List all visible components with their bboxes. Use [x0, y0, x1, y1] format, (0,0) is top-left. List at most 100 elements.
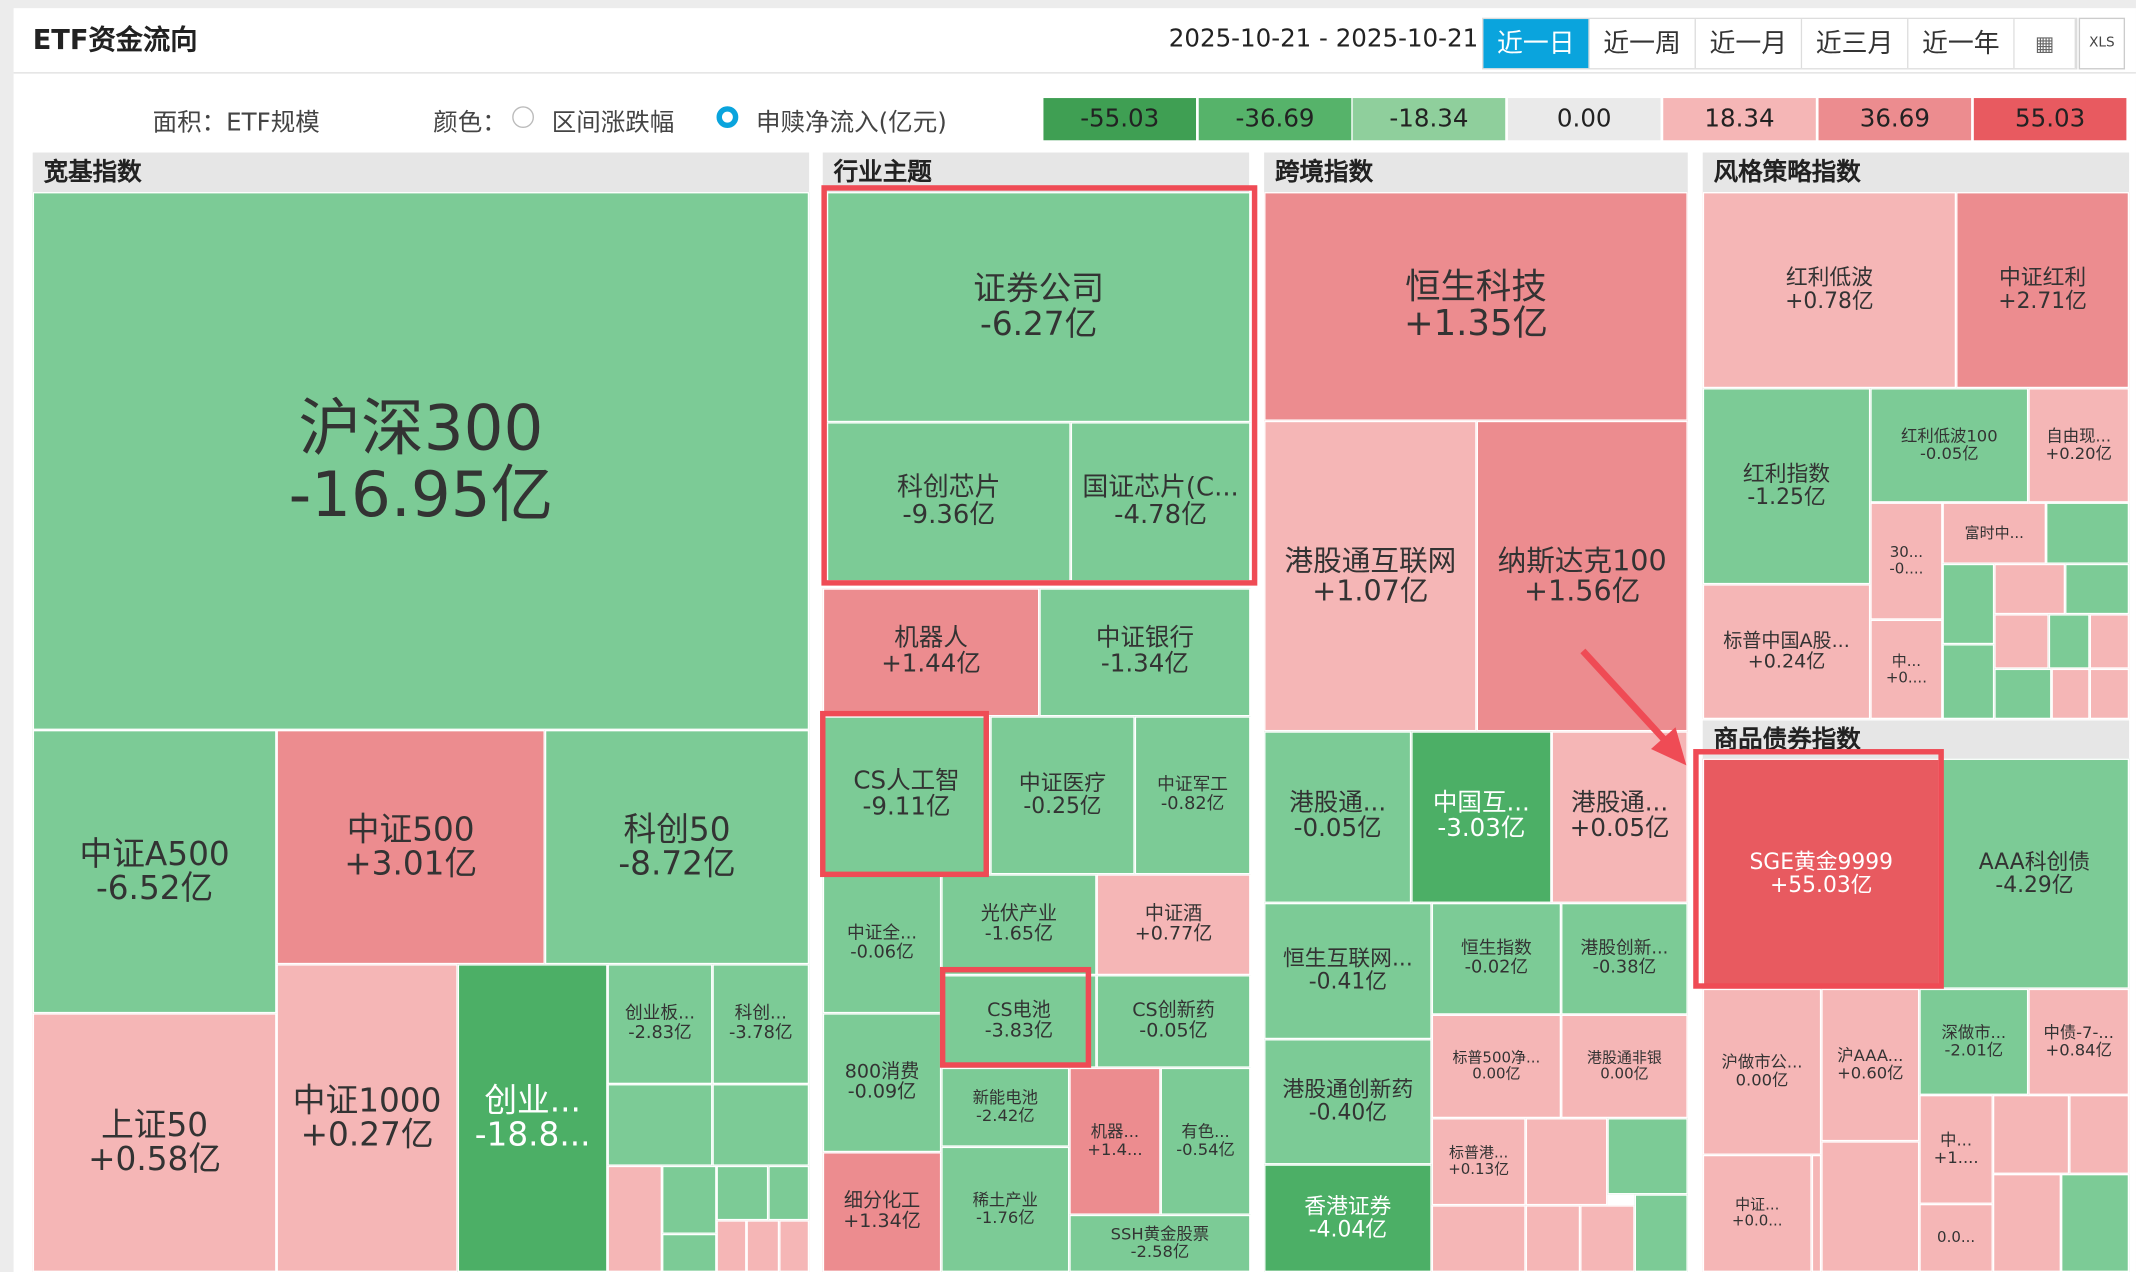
treemap-cell[interactable]: 恒生指数 -0.02亿	[1431, 902, 1562, 1015]
treemap-cell[interactable]: 标普500净... 0.00亿	[1431, 1014, 1562, 1119]
treemap-cell-small[interactable]	[1994, 614, 2049, 669]
treemap-cell[interactable]: 中证A500 -6.52亿	[32, 729, 277, 1014]
tab-1w[interactable]: 近一周	[1589, 19, 1696, 69]
treemap-cell-small[interactable]	[662, 1233, 717, 1272]
treemap-cell[interactable]: 创业板... -2.83亿	[607, 964, 713, 1085]
treemap-cell[interactable]: 中证医疗 -0.25亿	[990, 716, 1135, 875]
treemap-cell[interactable]: 深做市... -2.01亿	[1919, 988, 2029, 1095]
treemap-cell-small[interactable]	[779, 1220, 810, 1272]
treemap-cell[interactable]: 自由现... +0.20亿	[2028, 388, 2130, 503]
treemap-cell-small[interactable]	[2051, 668, 2090, 720]
treemap-cell-small[interactable]	[607, 1084, 713, 1166]
treemap-cell[interactable]: 证券公司 -6.27亿	[826, 192, 1251, 423]
treemap-cell[interactable]: 30... -0....	[1870, 502, 1943, 620]
treemap-cell[interactable]: SGE黄金9999 +55.03亿	[1702, 758, 1940, 989]
treemap-cell[interactable]: 港股通... -0.05亿	[1264, 731, 1412, 903]
treemap-cell[interactable]: CS电池 -3.83亿	[941, 975, 1097, 1068]
treemap-cell[interactable]: 港股通互联网 +1.07亿	[1264, 420, 1477, 732]
treemap-cell[interactable]: 红利指数 -1.25亿	[1702, 388, 1871, 585]
treemap-cell[interactable]: CS创新药 -0.05亿	[1096, 975, 1251, 1068]
treemap-cell-small[interactable]	[1811, 1154, 1822, 1272]
radio-change-pct-label[interactable]: 区间涨跌幅	[551, 108, 675, 138]
treemap-cell[interactable]: 中证500 +3.01亿	[276, 729, 545, 965]
tab-3m[interactable]: 近三月	[1802, 19, 1909, 69]
treemap-cell[interactable]: 中债-7-... +0.84亿	[2028, 988, 2130, 1095]
treemap-cell[interactable]: 香港证券 -4.04亿	[1264, 1164, 1432, 1272]
treemap-cell[interactable]: 光伏产业 -1.65亿	[941, 874, 1097, 976]
treemap-cell[interactable]: 科创50 -8.72亿	[544, 729, 810, 965]
tab-1y[interactable]: 近一年	[1908, 19, 2015, 69]
treemap-cell-small[interactable]	[1821, 1141, 1920, 1272]
treemap-cell-small[interactable]	[746, 1220, 780, 1272]
treemap-cell[interactable]: 新能电池 -2.42亿	[941, 1067, 1070, 1147]
treemap-cell[interactable]: 0.0...	[1919, 1203, 1993, 1272]
treemap-cell[interactable]: 红利低波 +0.78亿	[1702, 192, 1957, 389]
treemap-cell-small[interactable]	[712, 1084, 810, 1166]
date-range[interactable]: 2025-10-21 - 2025-10-21	[1168, 24, 1479, 54]
radio-change-pct[interactable]	[512, 106, 534, 129]
treemap-cell-small[interactable]	[1580, 1205, 1635, 1272]
treemap-cell[interactable]: 中证红利 +2.71亿	[1956, 192, 2130, 389]
treemap-cell-small[interactable]	[1607, 1118, 1688, 1195]
treemap-cell[interactable]: 中证银行 -1.34亿	[1039, 588, 1251, 717]
treemap-cell-small[interactable]	[2065, 563, 2130, 615]
treemap-cell-small[interactable]	[1525, 1205, 1581, 1272]
export-xls-icon[interactable]: XLS	[2078, 17, 2126, 70]
treemap-cell-small[interactable]	[1634, 1194, 1688, 1272]
treemap-cell[interactable]: 中证... +0.0...	[1702, 1154, 1812, 1272]
treemap-cell[interactable]: AAA科创债 -4.29亿	[1939, 758, 2130, 989]
treemap-cell[interactable]: 中国互... -3.03亿	[1411, 731, 1552, 903]
treemap-cell[interactable]: 机器人 +1.44亿	[822, 588, 1040, 717]
treemap-cell[interactable]: SSH黄金股票 -2.58亿	[1069, 1214, 1251, 1272]
treemap-cell-small[interactable]	[1992, 1094, 2070, 1174]
treemap-cell[interactable]: 800消费 -0.09亿	[822, 1013, 942, 1153]
treemap-cell[interactable]: 中证军工 -0.82亿	[1134, 716, 1251, 875]
treemap-cell[interactable]: 中... +0....	[1870, 619, 1943, 720]
treemap-cell[interactable]: 恒生科技 +1.35亿	[1264, 192, 1688, 421]
treemap-cell-small[interactable]	[1992, 1173, 2062, 1272]
treemap-cell-small[interactable]	[716, 1220, 747, 1272]
treemap-cell-small[interactable]	[662, 1165, 717, 1234]
treemap-cell[interactable]: 中证全... -0.06亿	[822, 874, 942, 1014]
treemap-cell[interactable]: 港股通非银 0.00亿	[1561, 1014, 1688, 1119]
treemap-cell-small[interactable]	[1942, 644, 1995, 720]
treemap-cell-small[interactable]	[2089, 668, 2130, 720]
treemap-cell[interactable]: 沪做市公... 0.00亿	[1702, 988, 1822, 1155]
treemap-cell-small[interactable]	[2046, 502, 2130, 564]
treemap-cell-small[interactable]	[1525, 1118, 1608, 1206]
treemap-cell[interactable]: 国证芯片(C... -4.78亿	[1070, 422, 1251, 582]
treemap-cell[interactable]: 稀土产业 -1.76亿	[941, 1146, 1070, 1272]
treemap-cell[interactable]: 恒生互联网... -0.41亿	[1264, 902, 1432, 1040]
treemap-cell[interactable]: 创业... -18.8...	[457, 964, 608, 1272]
tab-1m[interactable]: 近一月	[1695, 19, 1803, 69]
treemap-cell[interactable]: 科创... -3.78亿	[712, 964, 810, 1085]
treemap-cell[interactable]: 纳斯达克100 +1.56亿	[1476, 420, 1688, 732]
treemap-cell-small[interactable]	[2069, 1094, 2130, 1174]
treemap-cell[interactable]: 中证酒 +0.77亿	[1096, 874, 1251, 976]
treemap-cell-small[interactable]	[2089, 614, 2130, 669]
treemap-cell-small[interactable]	[2061, 1173, 2130, 1272]
radio-net-inflow[interactable]	[716, 106, 739, 129]
treemap-cell[interactable]: 沪深300 -16.95亿	[32, 192, 810, 730]
treemap-cell[interactable]: 标普中国A股... +0.24亿	[1702, 584, 1871, 720]
tab-1d[interactable]: 近一日	[1483, 19, 1590, 69]
treemap-cell-small[interactable]	[1431, 1205, 1526, 1272]
treemap-cell[interactable]: 有色... -0.54亿	[1160, 1067, 1251, 1215]
treemap-cell[interactable]: 标普港... +0.13亿	[1431, 1118, 1526, 1206]
treemap-cell[interactable]: 沪AAA... +0.60亿	[1821, 988, 1920, 1142]
treemap-cell[interactable]: 港股通... +0.05亿	[1551, 731, 1688, 903]
treemap-cell[interactable]: 红利低波100 -0.05亿	[1870, 388, 2029, 503]
treemap-cell[interactable]: 富时中...	[1942, 502, 2047, 564]
treemap-cell[interactable]: 科创芯片 -9.36亿	[826, 422, 1071, 582]
treemap-cell-small[interactable]	[1994, 668, 2052, 720]
treemap-cell-small[interactable]	[716, 1165, 769, 1221]
treemap-cell[interactable]: 上证50 +0.58亿	[32, 1013, 277, 1272]
treemap-cell[interactable]: 中... +1....	[1919, 1094, 1993, 1204]
treemap-cell[interactable]: 港股创新... -0.38亿	[1561, 902, 1688, 1015]
radio-net-inflow-label[interactable]: 申赎净流入(亿元)	[756, 108, 947, 138]
treemap-cell[interactable]: 中证1000 +0.27亿	[276, 964, 458, 1272]
treemap-cell[interactable]: 港股通创新药 -0.40亿	[1264, 1039, 1432, 1165]
treemap-cell[interactable]: 细分化工 +1.34亿	[822, 1152, 942, 1272]
calendar-icon[interactable]: ▦	[2014, 19, 2076, 69]
treemap-cell-small[interactable]	[1994, 563, 2066, 615]
